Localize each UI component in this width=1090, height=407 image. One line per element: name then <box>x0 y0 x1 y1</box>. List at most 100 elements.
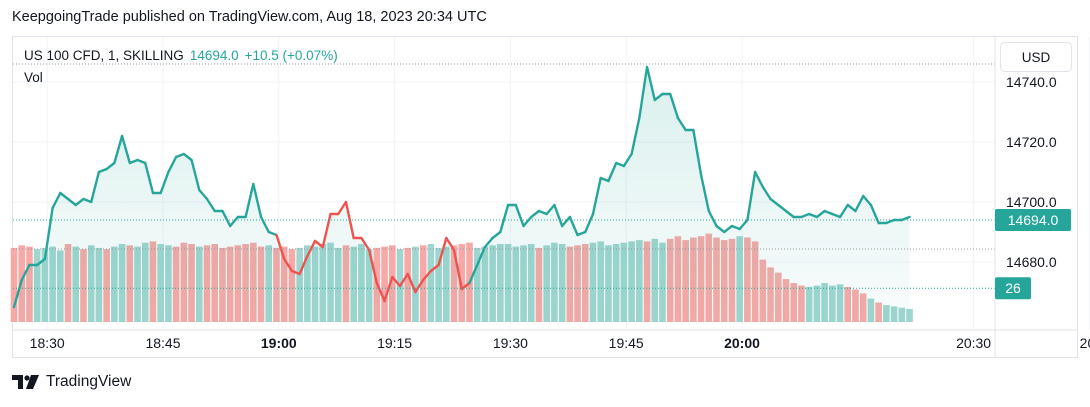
symbol-legend[interactable]: US 100 CFD, 1, SKILLING 14694.0 +10.5 (+0.… <box>24 48 338 63</box>
price-line-segment <box>290 269 301 276</box>
price-line-segment <box>807 212 819 219</box>
price-line-segment <box>244 182 255 219</box>
last-price-badge-text: 14694.0 <box>1008 212 1059 228</box>
price-line-segment <box>669 92 680 120</box>
price-line-segment <box>421 269 433 282</box>
price-line-segment <box>306 239 317 258</box>
brand-name: TradingView <box>46 373 132 390</box>
price-line-segment <box>653 92 664 102</box>
price-line-segment <box>476 245 487 267</box>
price-line-segment <box>383 275 394 303</box>
footer-brand[interactable]: TradingView <box>12 373 131 391</box>
time-tick-label: 20:30 <box>956 335 991 351</box>
price-line-segment <box>576 230 587 237</box>
price-line-segment <box>51 191 62 210</box>
price-line-segment <box>228 215 240 228</box>
price-line-segment <box>128 158 139 165</box>
price-line-segment <box>89 170 101 204</box>
time-tick-label: 18:30 <box>30 335 65 351</box>
price-line-segment <box>854 194 865 213</box>
price-line-segment <box>283 257 294 273</box>
price-line-segment <box>638 65 649 120</box>
price-line-segment <box>445 236 456 252</box>
price-line-segment <box>591 176 602 216</box>
price-line <box>12 65 911 309</box>
price-line-segment <box>537 209 548 216</box>
currency-button[interactable]: USD <box>1000 42 1072 72</box>
price-line-segment <box>815 209 826 219</box>
time-tick-label: 19:45 <box>609 335 644 351</box>
price-tick-label: 14740.0 <box>1006 74 1057 90</box>
price-line-segment <box>746 170 757 222</box>
price-line-segment <box>800 212 811 219</box>
price-line-segment <box>35 257 47 267</box>
time-axis: 18:30 18:45 19:00 19:15 19:30 19:45 20:00 20:30… <box>13 329 1090 351</box>
price-line-segment <box>59 191 70 201</box>
price-line-segment <box>514 203 525 228</box>
price-line-segment <box>846 203 857 213</box>
price-line-segment <box>599 176 610 183</box>
volume-legend[interactable]: Vol <box>24 70 43 85</box>
price-line-segment <box>468 263 479 285</box>
price-line-segment <box>761 185 772 201</box>
price-line-segment <box>82 197 93 204</box>
price-line-segment <box>66 197 77 207</box>
price-line-segment <box>622 152 633 168</box>
price-line-segment <box>136 158 147 165</box>
time-tick-label: 19:30 <box>493 335 528 351</box>
price-line-segment <box>144 161 155 195</box>
price-line-segment <box>167 155 178 174</box>
price-line-segment <box>630 116 641 156</box>
price-line-segment <box>530 209 541 219</box>
price-line-segment <box>491 230 502 240</box>
price-line-segment <box>553 203 564 228</box>
time-tick-label: 19:15 <box>377 335 412 351</box>
price-line-segment <box>560 215 572 228</box>
price-line-segment <box>267 230 278 237</box>
price-line-segment <box>715 224 726 234</box>
time-tick-label: 18:45 <box>145 335 180 351</box>
price-line-segment <box>221 209 232 228</box>
chart-pane[interactable] <box>12 36 1078 358</box>
price-line-segment <box>275 233 286 261</box>
price-line-segment <box>452 248 463 291</box>
price-line-segment <box>545 203 556 216</box>
price-line-segment <box>198 188 209 201</box>
time-tick-label: 20:00 <box>724 335 760 351</box>
price-line-segment <box>298 254 309 276</box>
price-tick-label: 14720.0 <box>1006 134 1057 150</box>
axis-labels: 14694.0 26 <box>995 209 1071 300</box>
last-volume-badge-text: 26 <box>1005 280 1021 296</box>
price-line-segment <box>313 239 324 249</box>
price-line-segment <box>321 212 332 249</box>
price-line-segment <box>105 161 116 171</box>
price-line-segment <box>74 197 85 207</box>
price-line-segment <box>483 236 494 249</box>
price-line-segment <box>398 272 409 288</box>
price-line-segment <box>12 278 23 309</box>
price-line-segment <box>723 224 734 234</box>
last-price-badge <box>995 209 1071 231</box>
price-line-segment <box>753 170 765 189</box>
price-line-segment <box>375 281 386 303</box>
price-change: +10.5 (+0.07%) <box>244 48 338 63</box>
price-line-segment <box>97 167 108 174</box>
price-line-segment <box>707 209 718 228</box>
price-tick-label: 14680.0 <box>1006 254 1057 270</box>
volume-bar <box>10 247 18 322</box>
price-line-segment <box>831 212 842 219</box>
tradingview-logo-icon <box>12 375 39 389</box>
price-line-segment <box>730 224 741 231</box>
volume-bar <box>381 246 388 322</box>
price-line-segment <box>862 194 873 207</box>
price-line-segment <box>676 116 687 132</box>
price-line-segment <box>429 263 440 273</box>
price-axis: 14680.0 14700.0 14720.0 14740.0 <box>994 37 1057 357</box>
price-line-segment <box>414 278 425 294</box>
price-line-segment <box>522 215 533 228</box>
price-tick-label: 14700.0 <box>1006 194 1057 210</box>
price-line-segment <box>607 161 618 183</box>
price-line-segment <box>738 218 749 231</box>
volume-bar <box>412 246 419 322</box>
